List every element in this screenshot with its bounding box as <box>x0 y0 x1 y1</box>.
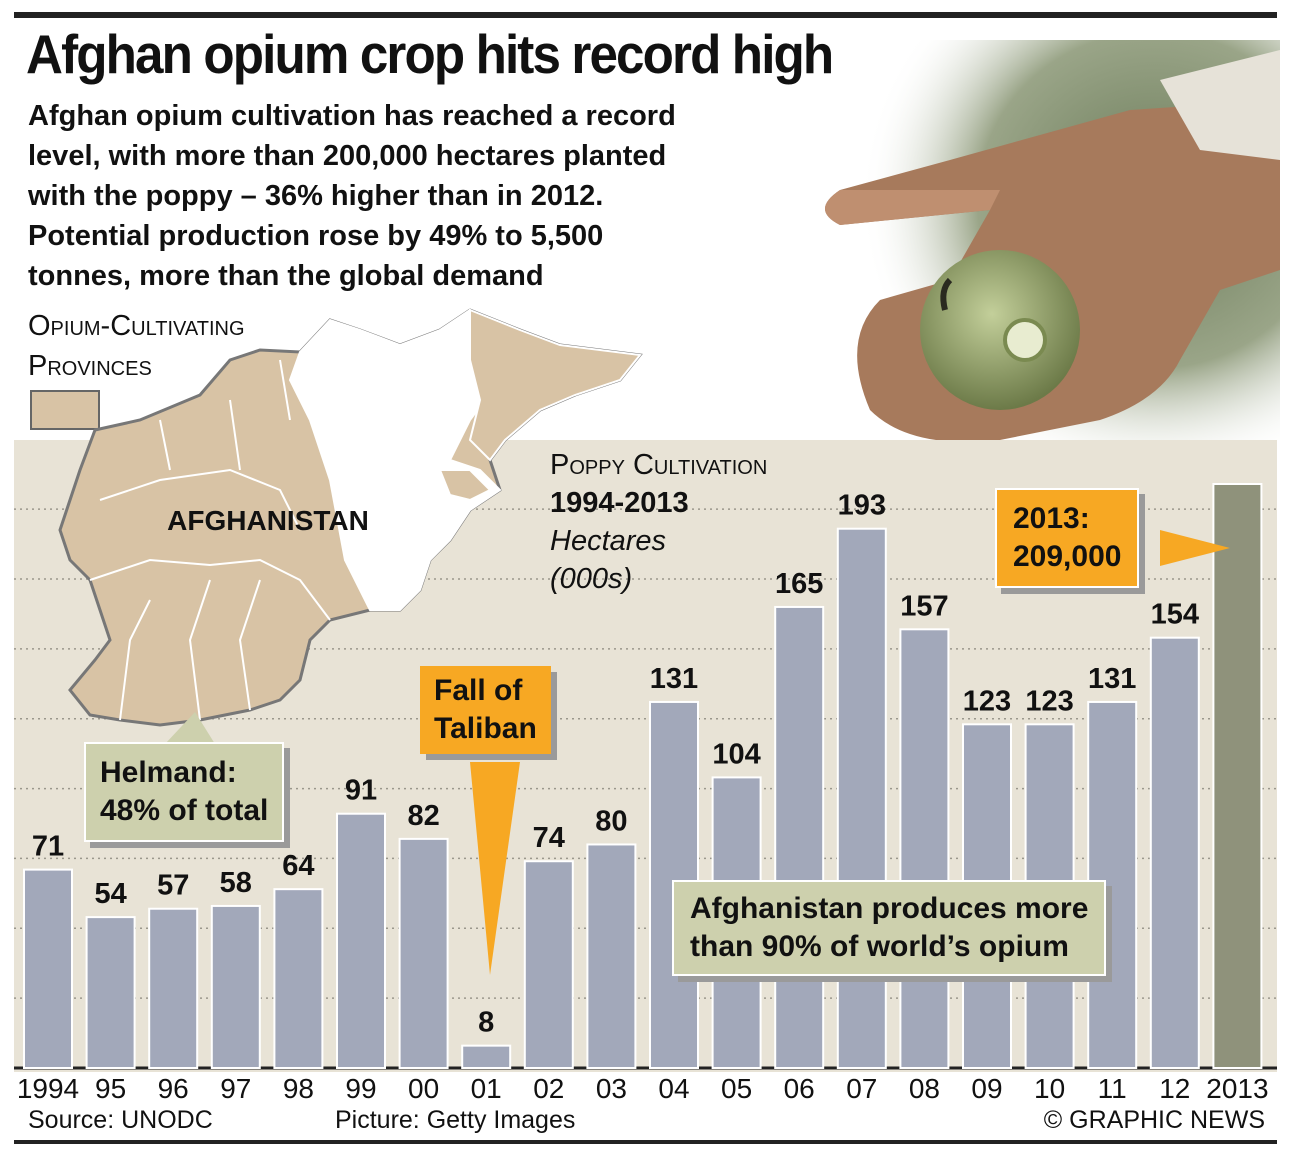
bar-07 <box>836 527 887 1069</box>
bottom-rule <box>14 1140 1277 1144</box>
value-label-10: 123 <box>1025 685 1073 717</box>
x-label-1994: 1994 <box>17 1073 79 1104</box>
helmand-callout-line: Helmand: <box>100 756 237 789</box>
value-label-96: 57 <box>157 870 189 902</box>
publisher-credit: © GRAPHIC NEWS <box>1043 1106 1265 1134</box>
x-label-04: 04 <box>658 1073 689 1104</box>
x-label-06: 06 <box>784 1073 815 1104</box>
world-callout-line: Afghanistan produces more <box>690 892 1089 925</box>
value-label-01: 8 <box>478 1007 494 1039</box>
bar-95 <box>85 916 136 1069</box>
x-label-02: 02 <box>533 1073 564 1104</box>
x-label-97: 97 <box>220 1073 251 1104</box>
x-label-05: 05 <box>721 1073 752 1104</box>
page-title: Afghan opium crop hits record high <box>26 23 834 85</box>
chart-heading: Poppy Cultivation 1994-2013 Hectares (00… <box>550 446 767 598</box>
record-callout-line: 2013: <box>1013 502 1090 535</box>
chart-unit: Hectares <box>550 525 667 557</box>
source-credit: Source: UNODC <box>28 1106 213 1134</box>
record-2013-callout: 2013: 209,000 <box>995 488 1140 588</box>
value-label-06: 165 <box>775 568 823 600</box>
bar-1994 <box>23 868 73 1070</box>
value-label-08: 157 <box>900 590 948 622</box>
value-label-00: 82 <box>407 800 439 832</box>
bar-08 <box>899 628 950 1070</box>
world-callout-line: than 90% of world’s opium <box>690 930 1069 963</box>
x-label-08: 08 <box>909 1073 940 1104</box>
value-label-1994: 71 <box>32 831 64 863</box>
picture-credit: Picture: Getty Images <box>335 1106 576 1134</box>
x-label-01: 01 <box>471 1073 502 1104</box>
bar-02 <box>523 860 574 1069</box>
x-label-2013: 2013 <box>1206 1073 1268 1104</box>
taliban-callout: Fall of Taliban <box>420 666 551 754</box>
value-label-97: 58 <box>220 867 252 899</box>
x-label-95: 95 <box>95 1073 126 1104</box>
bar-99 <box>336 812 386 1069</box>
intro-line: with the poppy – 36% higher than in 2012… <box>28 180 604 212</box>
map-legend-swatch <box>30 390 100 430</box>
map-country-label: AFGHANISTAN <box>167 505 369 536</box>
record-pointer <box>1160 530 1230 566</box>
poppy-photo <box>825 40 1280 440</box>
bar-2013 <box>1212 483 1263 1069</box>
intro-line: level, with more than 200,000 hectares p… <box>28 140 667 172</box>
value-label-04: 131 <box>650 663 698 695</box>
x-label-11: 11 <box>1098 1073 1127 1104</box>
map-title-line: Provinces <box>28 350 152 382</box>
helmand-callout: Helmand: 48% of total <box>84 742 285 842</box>
bar-96 <box>148 907 199 1070</box>
intro-line: tonnes, more than the global demand <box>28 260 544 292</box>
x-label-09: 09 <box>971 1073 1002 1104</box>
top-rule <box>14 12 1277 18</box>
x-label-03: 03 <box>596 1073 627 1104</box>
value-label-98: 64 <box>282 850 314 882</box>
intro-line: Potential production rose by 49% to 5,50… <box>28 220 604 252</box>
helmand-pointer <box>165 712 215 744</box>
value-label-05: 104 <box>712 738 760 770</box>
record-callout-line: 209,000 <box>1013 540 1122 573</box>
value-label-11: 131 <box>1088 663 1136 695</box>
world-share-callout: Afghanistan produces more than 90% of wo… <box>672 880 1107 976</box>
chart-value-labels: 71 54 57 58 64 91 82 8 74 80 131 104 165 193 157 123 123… <box>32 490 1199 1039</box>
value-label-12: 154 <box>1151 599 1199 631</box>
x-label-10: 10 <box>1034 1073 1065 1104</box>
x-label-07: 07 <box>846 1073 877 1104</box>
map-title-line: Opium-Cultivating <box>28 310 245 342</box>
bar-97 <box>210 904 261 1070</box>
taliban-callout-line: Fall of <box>434 674 523 707</box>
bar-03 <box>586 843 637 1070</box>
chart-unit-scale: (000s) <box>550 563 633 595</box>
value-label-99: 91 <box>345 775 377 807</box>
chart-period: 1994-2013 <box>550 487 689 519</box>
value-label-95: 54 <box>94 878 126 910</box>
taliban-callout-line: Taliban <box>434 712 537 745</box>
x-label-12: 12 <box>1159 1073 1190 1104</box>
chart-x-labels: 1994 95 96 97 98 99 00 01 02 03 04 05 06 07 08 09 10 11 12… <box>17 1073 1269 1104</box>
bar-00 <box>398 837 449 1069</box>
chart-title: Poppy Cultivation <box>550 449 768 481</box>
x-label-00: 00 <box>408 1073 439 1104</box>
value-label-02: 74 <box>533 822 565 854</box>
bar-06 <box>774 605 825 1070</box>
bar-01 <box>461 1044 512 1069</box>
map-title: Opium-Cultivating Provinces <box>28 306 245 386</box>
intro-text: Afghan opium cultivation has reached a r… <box>28 96 848 296</box>
bar-12 <box>1149 636 1200 1069</box>
helmand-callout-line: 48% of total <box>100 794 269 827</box>
x-label-98: 98 <box>283 1073 314 1104</box>
taliban-pointer <box>470 762 520 975</box>
value-label-03: 80 <box>595 805 627 837</box>
value-label-07: 193 <box>838 490 886 522</box>
bar-98 <box>273 888 324 1070</box>
intro-line: Afghan opium cultivation has reached a r… <box>28 100 676 132</box>
value-label-09: 123 <box>963 685 1011 717</box>
x-label-96: 96 <box>158 1073 189 1104</box>
x-label-99: 99 <box>345 1073 376 1104</box>
